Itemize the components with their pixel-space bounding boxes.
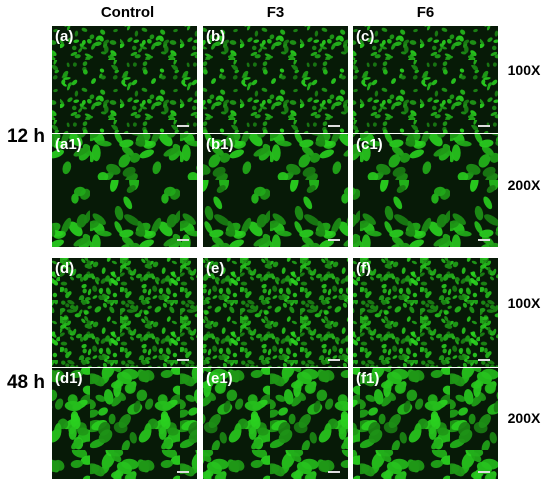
- micrograph: [353, 26, 498, 133]
- panel-label: (a): [55, 28, 73, 45]
- scale-bar: [177, 359, 189, 361]
- row-label: 12 h: [7, 126, 45, 147]
- scale-bar: [478, 471, 490, 473]
- micrograph: [353, 258, 498, 367]
- scale-bar: [177, 239, 189, 241]
- scale-bar: [328, 359, 340, 361]
- panel-label: (d): [55, 260, 74, 277]
- panel-label: (b): [206, 28, 225, 45]
- panel-label: (e1): [206, 370, 233, 387]
- magnification-label: 200X: [508, 410, 541, 426]
- scale-bar: [328, 471, 340, 473]
- scale-bar: [328, 239, 340, 241]
- panel-label: (c): [356, 28, 374, 45]
- micrograph: [203, 134, 348, 247]
- magnification-label: 200X: [508, 177, 541, 193]
- scale-bar: [177, 471, 189, 473]
- panel-label: (d1): [55, 370, 83, 387]
- scale-bar: [328, 125, 340, 127]
- micrograph: [203, 258, 348, 367]
- micrograph: [52, 368, 197, 479]
- micrograph: [52, 258, 197, 367]
- row-label: 48 h: [7, 372, 45, 393]
- scale-bar: [478, 125, 490, 127]
- magnification-label: 100X: [508, 62, 541, 78]
- micrograph: [203, 26, 348, 133]
- panel-label: (f): [356, 260, 371, 277]
- column-header: Control: [101, 4, 154, 21]
- scale-bar: [478, 239, 490, 241]
- micrograph: [203, 368, 348, 479]
- column-header: F6: [417, 4, 435, 21]
- panel-label: (b1): [206, 136, 234, 153]
- scale-bar: [177, 125, 189, 127]
- panel-label: (a1): [55, 136, 82, 153]
- magnification-label: 100X: [508, 295, 541, 311]
- micrograph: [353, 368, 498, 479]
- micrograph: [52, 26, 197, 133]
- panel-label: (e): [206, 260, 224, 277]
- panel-label: (c1): [356, 136, 383, 153]
- micrograph: [52, 134, 197, 247]
- scale-bar: [478, 359, 490, 361]
- panel-label: (f1): [356, 370, 379, 387]
- micrograph: [353, 134, 498, 247]
- column-header: F3: [267, 4, 285, 21]
